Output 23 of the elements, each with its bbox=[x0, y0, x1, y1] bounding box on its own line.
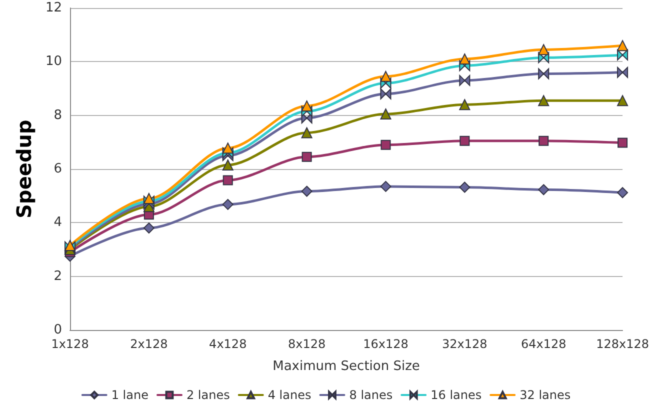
y-tick-label: 4 bbox=[54, 215, 62, 230]
y-tick-label: 10 bbox=[45, 54, 62, 70]
legend-label: 1 lane bbox=[111, 388, 148, 402]
x-tick-label: 1x128 bbox=[51, 337, 89, 351]
x-axis-title: Maximum Section Size bbox=[272, 359, 420, 374]
legend-label: 4 lanes bbox=[268, 388, 312, 402]
legend-label: 2 lanes bbox=[186, 388, 230, 402]
y-tick-label: 6 bbox=[54, 162, 62, 176]
x-tick-label: 2x128 bbox=[130, 337, 168, 351]
legend-label: 32 lanes bbox=[520, 388, 571, 402]
legend-label: 8 lanes bbox=[349, 388, 393, 402]
x-tick-label: 64x128 bbox=[520, 337, 566, 351]
y-tick-label: 12 bbox=[45, 0, 62, 16]
y-tick-label: 0 bbox=[54, 322, 62, 338]
legend-label: 16 lanes bbox=[430, 388, 482, 402]
x-tick-label: 4x128 bbox=[209, 337, 247, 351]
x-tick-label: 32x128 bbox=[442, 337, 488, 351]
x-tick-label: 16x128 bbox=[363, 337, 408, 351]
y-axis-title: Speedup bbox=[12, 120, 36, 218]
x-tick-label: 128x128 bbox=[596, 337, 650, 351]
x-tick-label: 8x128 bbox=[288, 337, 326, 351]
y-tick-label: 2 bbox=[54, 268, 62, 284]
y-tick-label: 8 bbox=[54, 108, 62, 123]
